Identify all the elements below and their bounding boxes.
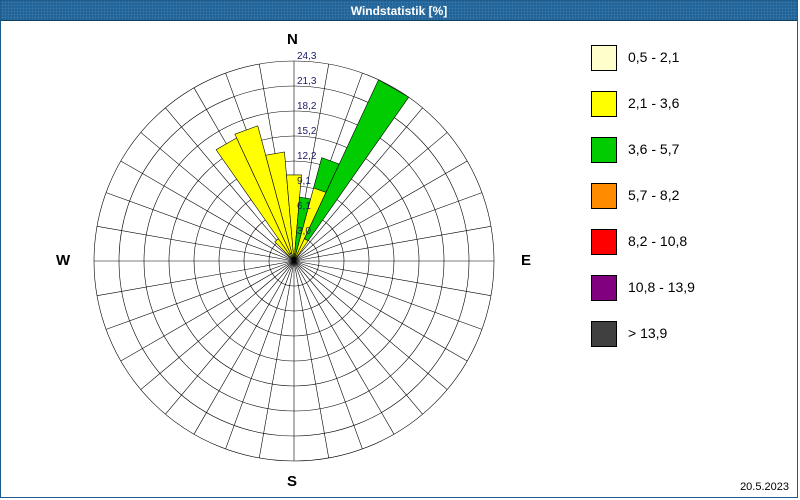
svg-text:15,2: 15,2: [297, 126, 317, 137]
svg-text:24,3: 24,3: [297, 51, 317, 62]
svg-text:18,2: 18,2: [297, 101, 317, 112]
svg-text:3,0: 3,0: [297, 226, 311, 237]
svg-text:12,2: 12,2: [297, 151, 317, 162]
svg-text:6,1: 6,1: [297, 201, 311, 212]
svg-text:9,1: 9,1: [297, 176, 311, 187]
svg-text:21,3: 21,3: [297, 76, 317, 87]
